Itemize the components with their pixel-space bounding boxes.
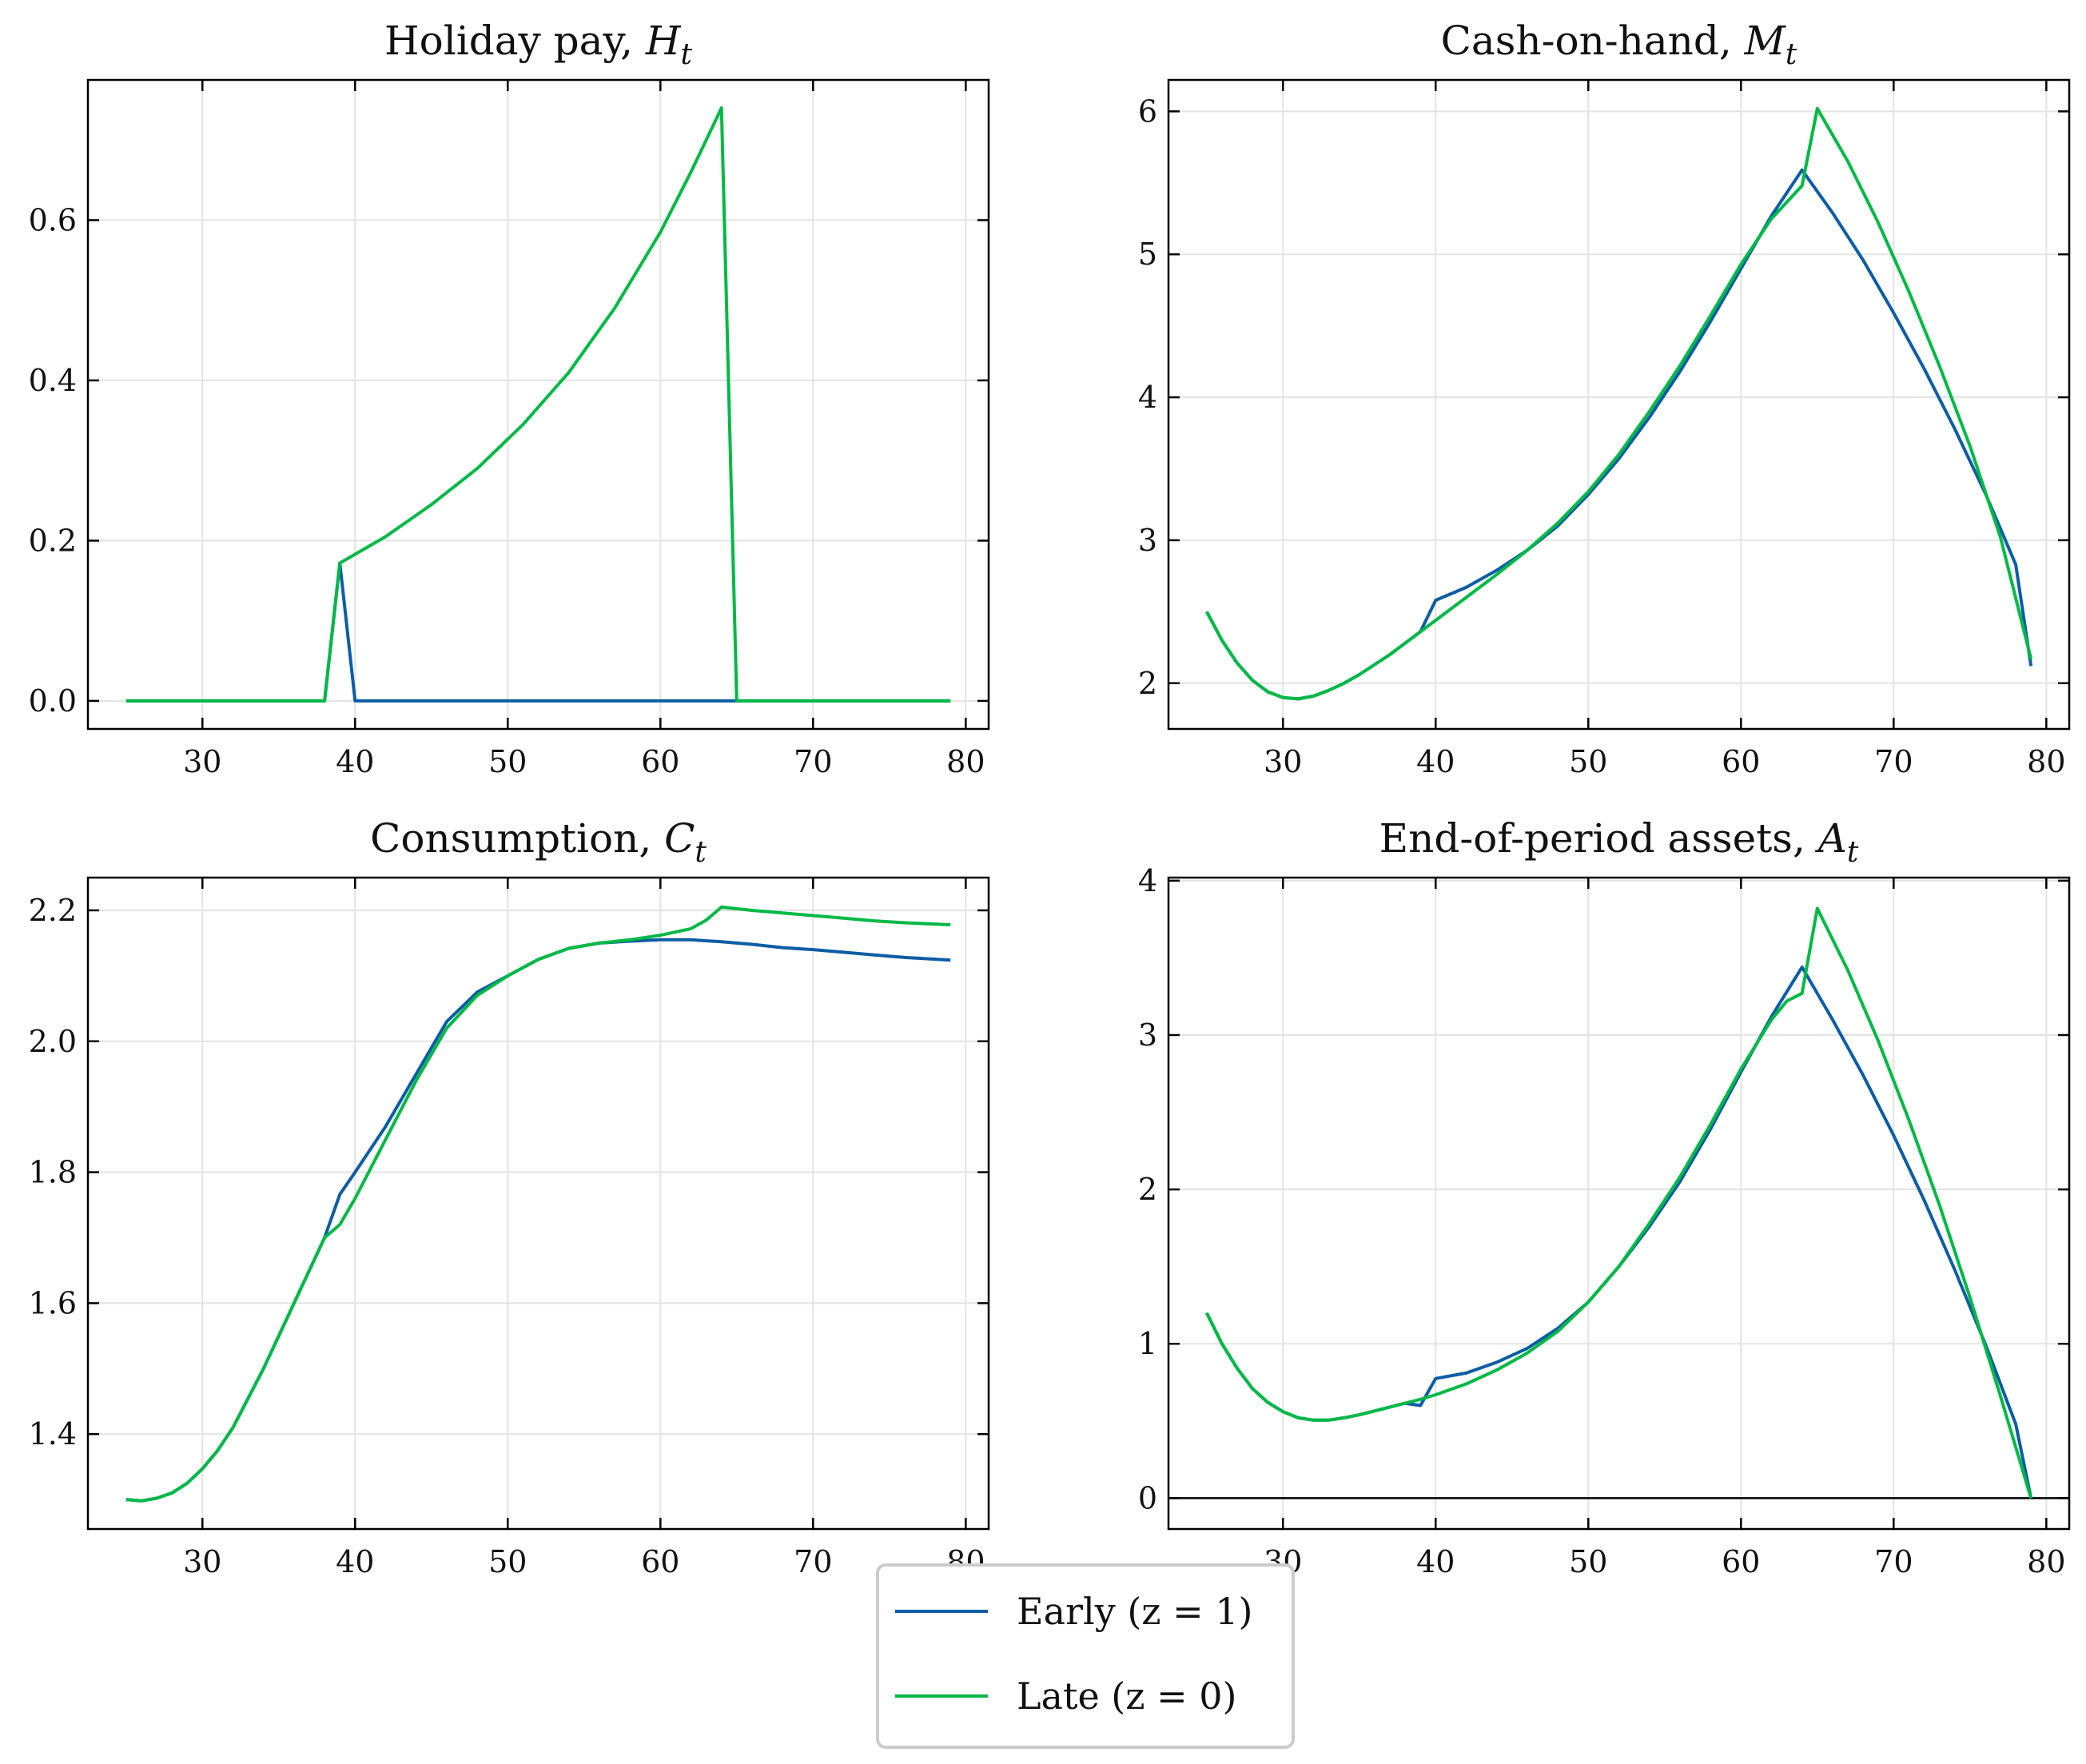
y-tick-label: 1.8: [29, 1155, 77, 1190]
panel-title: Holiday pay, Ht: [384, 18, 692, 71]
y-tick-label: 0.4: [29, 363, 77, 398]
y-tick-label: 6: [1138, 94, 1157, 129]
x-tick-label: 30: [183, 1544, 221, 1579]
x-tick-label: 30: [1264, 744, 1302, 779]
x-tick-label: 80: [2027, 1544, 2065, 1579]
panel-title-subscript: t: [1785, 38, 1797, 71]
x-tick-label: 80: [946, 744, 985, 779]
y-tick-label: 2.2: [29, 893, 77, 928]
x-tick-label: 40: [1416, 1544, 1455, 1579]
legend-label-early: Early (z = 1): [1017, 1590, 1253, 1633]
axes-frame: [1167, 876, 2071, 1531]
axes-frame: [1167, 78, 2071, 731]
y-tick-label: 0.6: [29, 202, 77, 237]
y-tick-label: 1.4: [29, 1416, 77, 1451]
y-tick-label: 2: [1138, 1172, 1157, 1207]
x-tick-label: 60: [641, 1544, 679, 1579]
x-tick-label: 70: [1874, 1544, 1913, 1579]
y-tick-label: 0.2: [29, 523, 77, 558]
panel-title-subscript: t: [1847, 836, 1859, 869]
series-line-late: [1205, 106, 2033, 701]
y-tick-label: 3: [1138, 1017, 1157, 1053]
panel-0: 30 40 50 60 70 80 0.0 0.2 0.4 0.6 Holiday pay, Ht: [29, 18, 990, 779]
legend: Early (z = 1) Late (z = 0): [876, 1563, 1295, 1749]
panel-title-subscript: t: [695, 836, 707, 869]
panel-1: 30 40 50 60 70 80 2 3 4 5 6 Cash-on-hand, Mt: [1138, 18, 2071, 779]
x-tick-label: 60: [1722, 1544, 1760, 1579]
series-line-late: [125, 106, 951, 703]
y-tick-label: 1: [1138, 1326, 1157, 1361]
x-tick-label: 40: [336, 744, 374, 779]
x-tick-label: 40: [336, 1544, 374, 1579]
x-tick-label: 50: [488, 1544, 527, 1579]
series-line-late: [1205, 906, 2033, 1499]
series-line-early: [125, 938, 951, 1503]
y-tick-label: 0.0: [29, 683, 77, 719]
panel-title: Cash-on-hand, Mt: [1441, 18, 1797, 71]
y-tick-label: 4: [1138, 380, 1157, 415]
panel-title: End-of-period assets, At: [1379, 815, 1859, 869]
y-tick-label: 4: [1138, 863, 1157, 898]
y-tick-label: 3: [1138, 523, 1157, 558]
legend-label-late: Late (z = 0): [1017, 1674, 1236, 1718]
x-tick-label: 40: [1416, 744, 1455, 779]
y-tick-label: 2.0: [29, 1024, 77, 1059]
series-line-early: [125, 561, 951, 703]
x-tick-label: 80: [2027, 744, 2065, 779]
y-tick-label: 5: [1138, 237, 1157, 272]
panel-title: Consumption, Ct: [370, 815, 707, 869]
x-tick-label: 70: [794, 744, 832, 779]
x-tick-label: 70: [794, 1544, 832, 1579]
panel-title-subscript: t: [681, 38, 693, 71]
panel-2: 30 40 50 60 70 801.41.61.82.02.2Consumption, …: [29, 815, 990, 1579]
y-tick-label: 2: [1138, 666, 1157, 701]
axes-frame: [86, 78, 990, 731]
y-tick-label: 0: [1138, 1480, 1157, 1515]
x-tick-label: 50: [1569, 744, 1607, 779]
x-tick-label: 70: [1874, 744, 1913, 779]
x-tick-label: 60: [1722, 744, 1760, 779]
x-tick-label: 30: [183, 744, 221, 779]
series-line-late: [125, 905, 951, 1503]
y-tick-label: 1.6: [29, 1285, 77, 1320]
x-tick-label: 60: [641, 744, 679, 779]
x-tick-label: 50: [1569, 1544, 1607, 1579]
axes-frame: [86, 876, 990, 1531]
series-line-early: [1205, 168, 2033, 701]
x-tick-label: 50: [488, 744, 527, 779]
